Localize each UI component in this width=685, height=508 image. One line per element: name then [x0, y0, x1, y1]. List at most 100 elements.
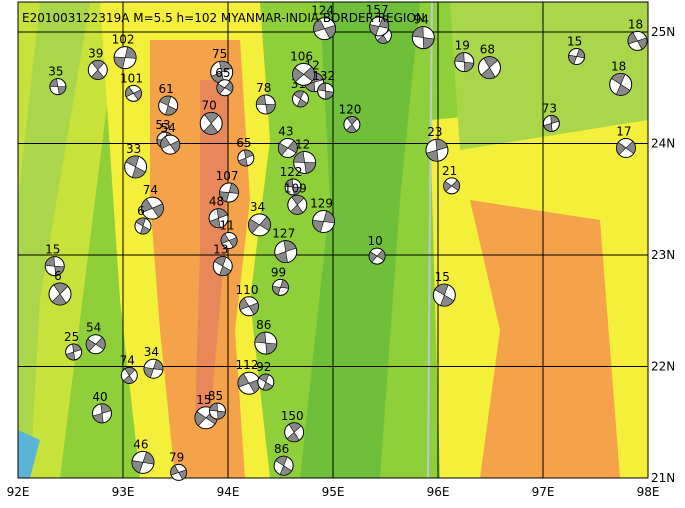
depth-label: 75	[212, 47, 227, 61]
depth-label: 40	[92, 390, 107, 404]
compression-quadrant	[228, 237, 238, 248]
compression-quadrant	[615, 83, 631, 96]
compression-quadrant	[426, 149, 439, 162]
compression-quadrant	[237, 373, 250, 388]
compression-quadrant	[275, 455, 288, 467]
compression-quadrant	[131, 166, 146, 179]
depth-label: 19	[455, 39, 470, 53]
focal-mechanism	[219, 182, 240, 203]
focal-mechanism	[170, 463, 188, 481]
focal-mechanism	[609, 72, 633, 96]
compression-quadrant	[142, 451, 155, 465]
compression-quadrant	[209, 217, 221, 228]
compression-quadrant	[135, 217, 146, 227]
focal-mechanism	[425, 138, 449, 162]
focal-mechanism	[125, 84, 142, 102]
focal-mechanism	[368, 247, 386, 265]
focal-mechanism	[615, 137, 636, 158]
compression-quadrant	[65, 351, 76, 361]
compression-quadrant	[209, 402, 218, 412]
depth-label: 86	[256, 318, 271, 332]
compression-quadrant	[304, 162, 316, 174]
y-tick-label: 22N	[651, 360, 675, 374]
focal-mechanism	[85, 334, 106, 355]
compression-quadrant	[248, 218, 260, 234]
compression-quadrant	[255, 94, 267, 105]
compression-quadrant	[284, 178, 294, 188]
depth-label: 110	[236, 283, 259, 297]
compression-quadrant	[292, 186, 302, 196]
depth-label: 65	[215, 66, 230, 80]
depth-label: 74	[143, 183, 158, 197]
depth-label: 109	[284, 181, 307, 195]
focal-mechanism	[432, 283, 456, 307]
compression-quadrant	[480, 67, 496, 79]
compression-quadrant	[435, 138, 448, 151]
focal-mechanism	[212, 256, 233, 277]
depth-label: 65	[236, 136, 251, 150]
focal-mechanism	[92, 403, 112, 424]
depth-label: 18	[628, 17, 643, 31]
compression-quadrant	[217, 410, 226, 420]
compression-quadrant	[259, 216, 271, 232]
y-tick-label: 23N	[651, 248, 675, 262]
compression-quadrant	[159, 95, 172, 107]
depth-label: 150	[281, 409, 304, 423]
compression-quadrant	[248, 302, 259, 315]
focal-mechanism	[317, 82, 335, 100]
focal-mechanism	[48, 282, 72, 306]
compression-quadrant	[178, 469, 187, 480]
focal-mechanism	[272, 278, 289, 296]
compression-quadrant	[317, 82, 326, 92]
compression-quadrant	[125, 155, 140, 168]
compression-quadrant	[378, 17, 389, 29]
compression-quadrant	[216, 83, 226, 95]
depth-label: 132	[312, 69, 335, 83]
compression-quadrant	[219, 265, 232, 276]
focal-mechanism	[284, 422, 305, 443]
focal-mechanism	[287, 194, 308, 215]
compression-quadrant	[576, 48, 585, 59]
focal-mechanism	[369, 16, 390, 37]
compression-quadrant	[57, 86, 67, 95]
x-tick-label: 96E	[427, 485, 450, 499]
focal-mechanism	[199, 111, 223, 135]
compression-quadrant	[220, 233, 230, 244]
compression-quadrant	[170, 465, 180, 476]
compression-quadrant	[543, 123, 553, 132]
compression-quadrant	[85, 338, 97, 352]
depth-label: 6	[54, 269, 62, 283]
focal-mechanism	[284, 178, 302, 196]
compression-quadrant	[290, 204, 304, 215]
compression-quadrant	[463, 61, 475, 72]
depth-label: 15	[196, 393, 211, 407]
map-title: E201003122319A M=5.5 h=102 MYANMAR-INDIA…	[22, 11, 425, 25]
focal-mechanism	[143, 358, 164, 379]
depth-label: 33	[126, 142, 141, 156]
compression-quadrant	[131, 460, 144, 474]
compression-quadrant	[262, 381, 274, 391]
focal-mechanism	[248, 213, 271, 237]
compression-quadrant	[454, 52, 465, 63]
compression-quadrant	[272, 285, 281, 296]
focal-mechanism	[343, 116, 361, 134]
compression-quadrant	[279, 465, 293, 476]
depth-label: 122	[280, 165, 303, 179]
depth-label: 106	[290, 49, 313, 63]
compression-quadrant	[123, 374, 135, 384]
compression-quadrant	[151, 203, 164, 218]
depth-label: 15	[567, 35, 582, 49]
focal-mechanism	[44, 256, 65, 277]
compression-quadrant	[237, 157, 248, 167]
compression-quadrant	[440, 294, 455, 307]
depth-label: 34	[144, 345, 159, 359]
depth-label: 85	[208, 389, 223, 403]
focal-mechanism	[209, 402, 226, 420]
compression-quadrant	[293, 151, 305, 163]
depth-label: 12	[295, 137, 310, 151]
depth-label: 39	[88, 46, 103, 60]
compression-quadrant	[369, 24, 380, 36]
depth-label: 127	[272, 227, 295, 241]
compression-quadrant	[313, 18, 326, 33]
